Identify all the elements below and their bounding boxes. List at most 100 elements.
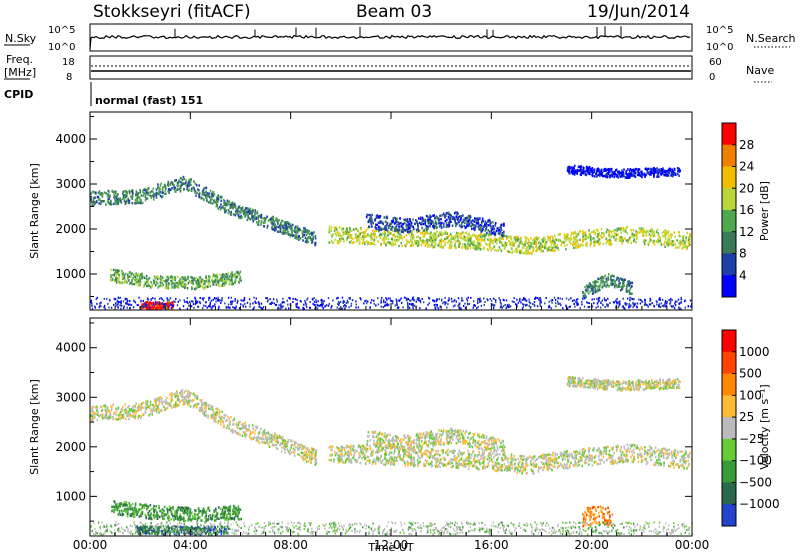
power-echo-cell [379, 233, 381, 237]
power-near-range-cell [555, 305, 557, 308]
power-echo-cell [475, 244, 478, 248]
power-echo-cell [520, 242, 523, 245]
power-echo-cell [465, 247, 468, 250]
power-near-range-cell [636, 302, 639, 305]
power-echo-cell [196, 284, 199, 287]
velocity-echo-cell [213, 419, 215, 423]
power-echo-cell [678, 241, 680, 245]
power-echo-cell [601, 236, 603, 239]
power-near-range-cell [499, 301, 502, 304]
power-echo-cell [611, 282, 614, 285]
power-echo-cell [609, 238, 611, 242]
power-near-range-cell [579, 307, 581, 309]
power-echo-cell [250, 210, 253, 213]
power-echo-cell [339, 237, 341, 241]
power-echo-cell [169, 276, 172, 279]
power-echo-cell [469, 235, 472, 238]
power-near-range-cell [296, 302, 298, 305]
power-echo-cell [404, 218, 406, 221]
power-echo-cell [579, 165, 582, 169]
power-echo-cell [127, 199, 130, 203]
power-echo-cell [417, 227, 419, 230]
power-echo-cell [399, 229, 402, 232]
power-echo-cell [156, 277, 159, 281]
power-echo-cell [396, 217, 398, 220]
power-echo-cell [421, 219, 424, 222]
power-near-range-cell [313, 297, 315, 299]
power-echo-cell [341, 235, 343, 238]
power-echo-cell [228, 278, 230, 281]
power-echo-cell [161, 285, 163, 288]
power-echo-cell [608, 241, 611, 244]
power-echo-cell [484, 220, 487, 223]
power-echo-cell [359, 232, 361, 235]
power-echo-cell [228, 200, 231, 203]
power-echo-cell [619, 282, 621, 285]
power-near-range-cell [337, 296, 339, 299]
power-near-range-cell [209, 296, 211, 299]
power-near-range-cell [626, 302, 628, 305]
power-echo-cell [613, 232, 616, 235]
power-echo-cell [623, 284, 625, 288]
power-near-range-cell [493, 298, 495, 300]
power-echo-cell [247, 214, 249, 217]
power-echo-cell [205, 280, 207, 283]
power-echo-cell [137, 196, 139, 200]
power-echo-cell [336, 231, 339, 234]
power-echo-cell [423, 232, 425, 236]
power-echo-cell [616, 233, 618, 237]
date-title: 19/Jun/2014 [587, 2, 690, 22]
power-echo-cell [426, 228, 428, 231]
power-echo-cell [135, 200, 138, 204]
velocity-echo-cell [96, 413, 99, 416]
power-echo-cell [439, 245, 442, 249]
power-echo-cell [609, 282, 612, 285]
power-near-range-cell [448, 299, 450, 301]
power-echo-cell [583, 167, 585, 170]
power-echo-cell [585, 236, 587, 239]
power-echo-cell [614, 234, 617, 237]
power-near-range-cell [442, 302, 444, 305]
power-echo-cell [139, 189, 141, 192]
power-echo-cell [616, 276, 618, 279]
power-echo-cell [549, 238, 551, 241]
power-echo-cell [305, 230, 307, 233]
power-echo-cell [425, 227, 427, 230]
power-near-range-cell [313, 303, 316, 306]
power-echo-cell [576, 240, 579, 243]
power-echo-cell [396, 231, 399, 234]
power-echo-cell [513, 238, 515, 241]
power-near-range-cell [96, 302, 98, 305]
power-near-range-cell [499, 306, 502, 309]
power-echo-cell [546, 249, 549, 252]
power-echo-cell [591, 289, 593, 292]
power-echo-cell [622, 285, 624, 288]
power-echo-cell [343, 240, 345, 243]
power-echo-cell [399, 232, 401, 236]
power-echo-cell [677, 231, 680, 234]
power-echo-cell [230, 278, 233, 281]
power-echo-cell [145, 197, 147, 200]
power-echo-cell [501, 241, 503, 245]
power-echo-cell [225, 281, 227, 285]
power-near-range-cell [659, 298, 661, 301]
power-echo-cell [203, 187, 205, 190]
power-echo-cell [371, 236, 373, 240]
power-near-range-cell [633, 304, 636, 307]
power-echo-cell [244, 212, 246, 215]
power-echo-cell [248, 211, 251, 214]
power-echo-cell [497, 238, 499, 241]
power-echo-cell [587, 168, 590, 172]
power-echo-cell [418, 217, 420, 220]
power-echo-cell [439, 223, 442, 226]
power-near-range-cell [522, 306, 524, 309]
power-near-range-cell [314, 304, 316, 307]
power-echo-cell [178, 279, 181, 283]
power-near-range-cell [380, 299, 382, 302]
power-near-range-cell [410, 303, 412, 306]
power-echo-cell [434, 220, 437, 223]
power-echo-cell [409, 219, 411, 222]
power-echo-cell [430, 240, 432, 244]
power-echo-cell [479, 235, 482, 238]
power-near-range-cell [499, 299, 501, 302]
